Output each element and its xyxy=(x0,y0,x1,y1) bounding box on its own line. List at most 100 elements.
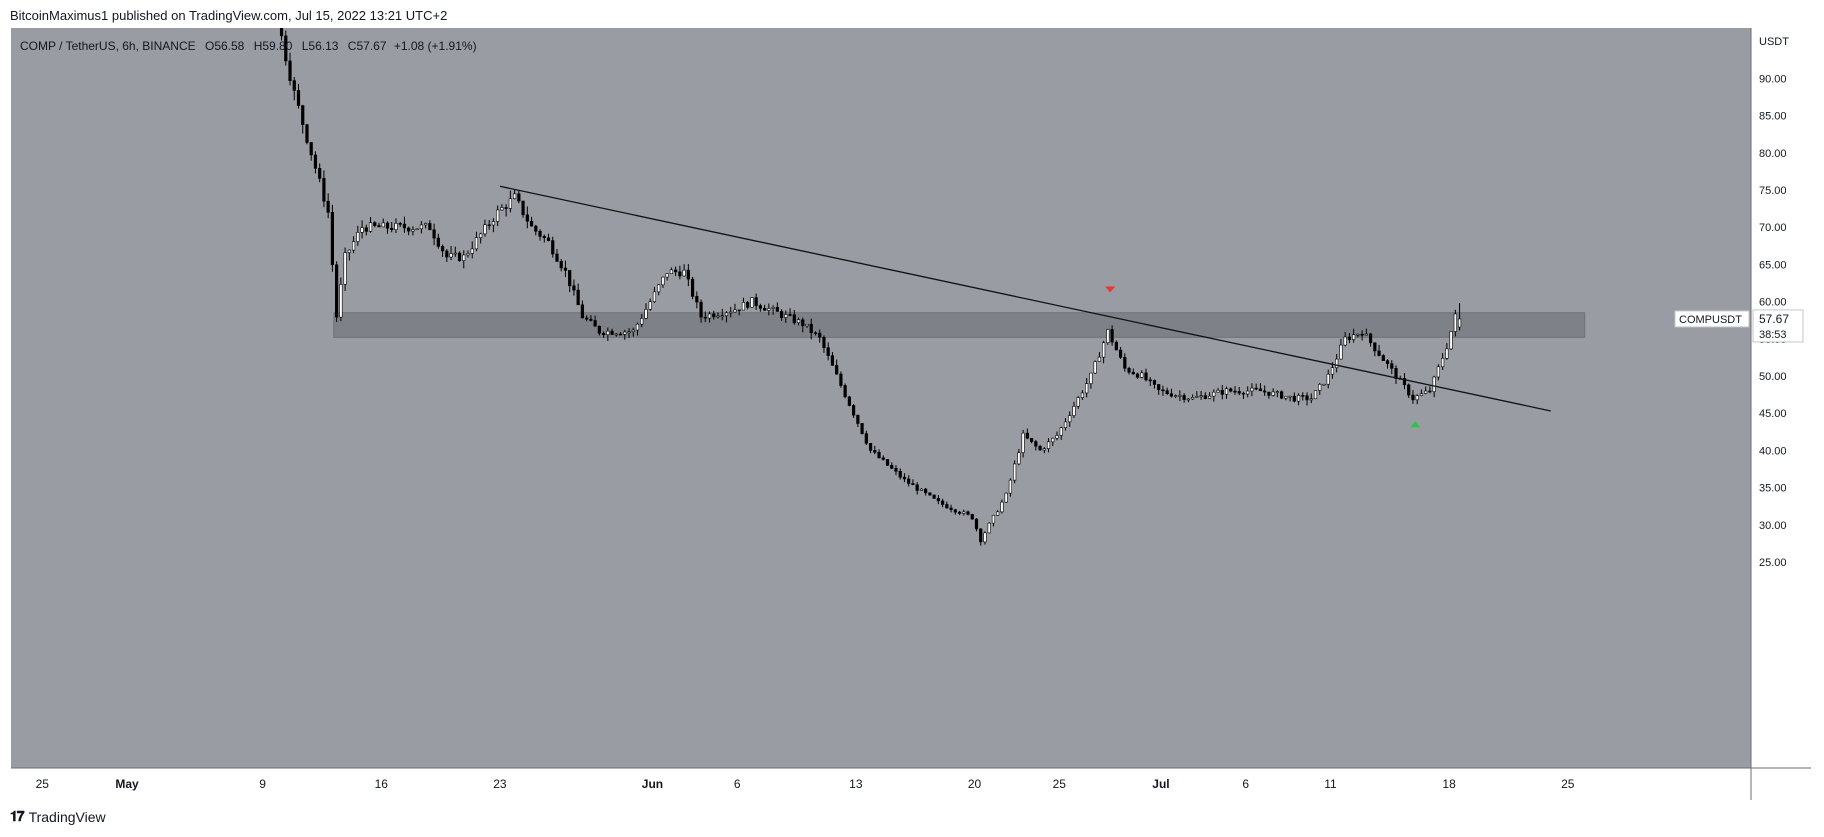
candle-body xyxy=(1246,390,1250,395)
candle-body xyxy=(462,254,466,261)
candle-body xyxy=(513,193,517,199)
candle-body xyxy=(1254,387,1258,390)
candle xyxy=(466,250,470,258)
candle xyxy=(813,331,818,336)
candle-body xyxy=(940,500,945,505)
candle-body xyxy=(746,302,750,308)
candle-body xyxy=(924,488,928,494)
candle xyxy=(737,309,741,316)
candle xyxy=(296,83,301,109)
candle-body xyxy=(674,269,678,273)
candle-body xyxy=(1195,396,1199,398)
candle xyxy=(436,233,440,249)
candle xyxy=(288,52,292,86)
candle xyxy=(474,231,479,252)
candle xyxy=(517,190,521,204)
candle xyxy=(987,522,991,534)
candle xyxy=(1080,390,1085,400)
time-tick-label: 9 xyxy=(259,777,266,791)
candle-body xyxy=(1224,388,1229,395)
candle xyxy=(1326,369,1330,389)
candle-body xyxy=(1106,329,1110,344)
candle-body xyxy=(932,494,936,499)
candle xyxy=(1216,387,1220,393)
candle-body xyxy=(1313,390,1318,400)
candle-body xyxy=(279,28,284,37)
candle-body xyxy=(996,511,1000,516)
candle-body xyxy=(1191,397,1195,400)
price-chart[interactable]: USDT 90.00 85.00 80.00 75.00 70.00 65.00 60.00 5… xyxy=(11,28,1811,800)
close-label: C xyxy=(347,39,357,53)
candle xyxy=(542,234,546,243)
price-tick-label: 85.00 xyxy=(1759,111,1787,123)
candle-body xyxy=(852,405,856,416)
candle-body xyxy=(779,311,784,318)
candle xyxy=(885,459,890,466)
candle xyxy=(907,475,911,487)
candle xyxy=(1021,429,1025,458)
candle-body xyxy=(813,332,818,335)
candle xyxy=(1140,370,1144,379)
candle-body xyxy=(1309,398,1313,401)
time-tick-label: May xyxy=(115,777,139,791)
candle-body xyxy=(504,207,508,209)
candle xyxy=(839,371,843,388)
candle xyxy=(652,286,657,304)
candle-body xyxy=(572,285,576,291)
candle xyxy=(1301,392,1305,401)
candle xyxy=(1106,328,1110,345)
candle xyxy=(1186,398,1190,403)
candle-body xyxy=(347,249,351,253)
candle-body xyxy=(720,315,724,318)
candle-body xyxy=(737,309,741,312)
candle-body xyxy=(885,459,890,466)
candle-body xyxy=(1267,391,1271,396)
candle xyxy=(1089,372,1093,389)
candle-body xyxy=(1097,356,1101,362)
close-value: 57.67 xyxy=(356,39,387,53)
candle xyxy=(343,247,347,291)
candle xyxy=(1157,384,1161,395)
candle-body xyxy=(1042,448,1046,451)
candle-body xyxy=(678,271,682,277)
time-tick-label: 25 xyxy=(1053,777,1067,791)
candle-body xyxy=(618,333,623,336)
candle-body xyxy=(597,325,601,334)
candle-body xyxy=(1118,349,1123,358)
candle xyxy=(1407,383,1411,398)
candle xyxy=(1059,426,1063,440)
candle-body xyxy=(309,142,313,156)
candle-body xyxy=(436,237,440,247)
candle-body xyxy=(415,228,419,231)
candle xyxy=(313,151,318,174)
candle-body xyxy=(479,233,483,238)
price-tick-label: 80.00 xyxy=(1759,148,1787,160)
candle-body xyxy=(284,35,288,62)
candle xyxy=(699,299,703,323)
candle xyxy=(695,291,699,309)
candle-body xyxy=(1377,350,1381,356)
candle xyxy=(428,220,432,231)
price-tick-label: 35.00 xyxy=(1759,483,1787,495)
candle-body xyxy=(1038,445,1042,451)
candle xyxy=(1390,360,1394,375)
candle xyxy=(1068,411,1072,427)
candle xyxy=(525,206,529,229)
low-label: L xyxy=(301,39,309,53)
candle xyxy=(318,163,322,183)
candle-body xyxy=(712,313,716,318)
chart-frame[interactable]: USDT 90.00 85.00 80.00 75.00 70.00 65.00 60.00 5… xyxy=(11,28,1811,800)
candle-body xyxy=(1216,390,1220,393)
open-label: O xyxy=(204,39,215,53)
candle-body xyxy=(707,313,712,319)
time-tick-label: 11 xyxy=(1324,777,1337,791)
candle xyxy=(572,279,576,296)
symbol-title[interactable]: COMP / TetherUS, 6h, BINANCE xyxy=(20,39,196,53)
candle xyxy=(1191,394,1195,401)
candle-body xyxy=(1140,372,1144,378)
candle xyxy=(1008,478,1012,497)
footer[interactable]: 𝟏𝟕 TradingView xyxy=(10,808,106,825)
candle-body xyxy=(979,528,983,543)
candle-body xyxy=(775,307,779,312)
candle xyxy=(1148,377,1152,387)
